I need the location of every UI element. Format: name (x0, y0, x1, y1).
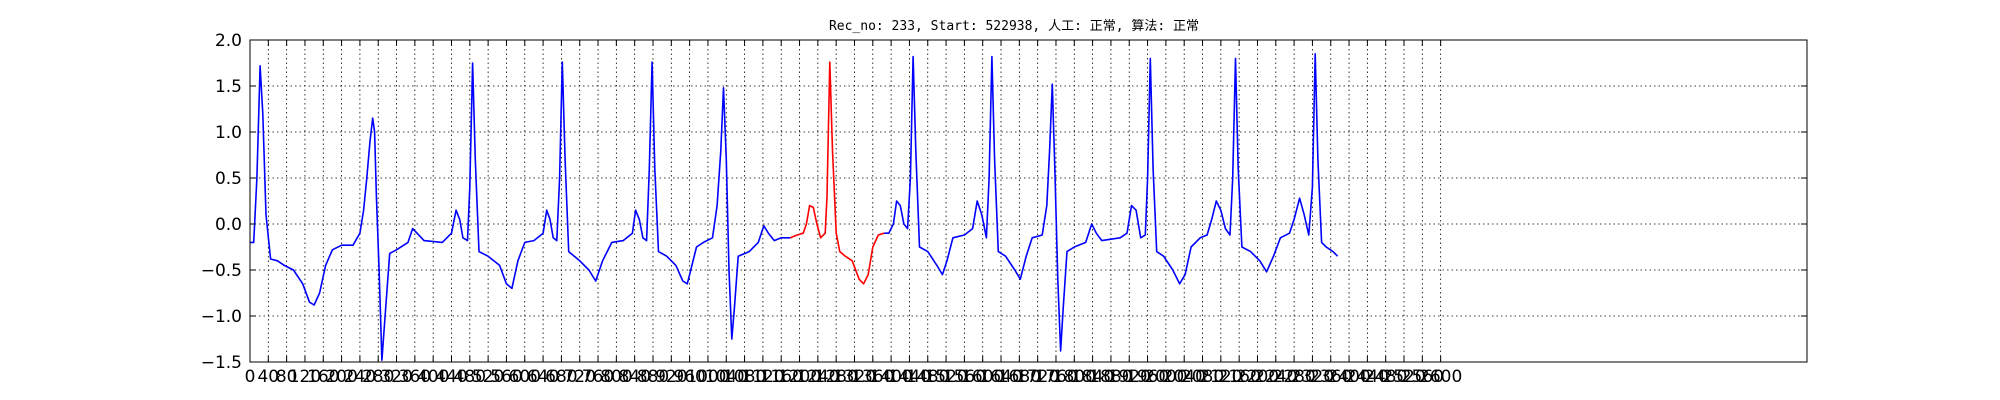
x-tick-label: 1720 (1016, 367, 1059, 387)
x-tick-label: 160 (307, 367, 339, 387)
x-tick-label: 1520 (924, 367, 967, 387)
x-tick-label: 1480 (906, 367, 949, 387)
x-tick-label: 320 (380, 367, 412, 387)
x-tick-label: 2160 (1218, 367, 1261, 387)
series-line-2 (884, 53, 1339, 352)
series-line-1 (790, 61, 885, 285)
x-tick-label: 1760 (1034, 367, 1077, 387)
y-tick-label: −1.5 (201, 353, 242, 373)
x-tick-label: 1800 (1053, 367, 1096, 387)
x-tick-label: 440 (435, 367, 467, 387)
y-tick-label: −0.5 (201, 261, 242, 281)
x-tick-label: 1440 (888, 367, 931, 387)
x-tick-label: 1400 (869, 367, 912, 387)
x-tick-label: 2600 (1419, 367, 1462, 387)
y-tick-label: 1.0 (215, 123, 242, 143)
grid-lines (249, 39, 1807, 363)
x-tick-label: 280 (362, 367, 394, 387)
x-tick-label: 2560 (1401, 367, 1444, 387)
x-tick-label: 1280 (815, 367, 858, 387)
x-tick-label: 1920 (1108, 367, 1151, 387)
x-tick-label: 680 (545, 367, 577, 387)
y-tick-label: 2.0 (215, 31, 242, 51)
x-tick-label: 1240 (796, 367, 839, 387)
x-tick-label: 2240 (1254, 367, 1297, 387)
x-tick-label: 560 (490, 367, 522, 387)
x-tick-label: 1080 (723, 367, 766, 387)
x-tick-label: 800 (600, 367, 632, 387)
x-tick-label: 2320 (1291, 367, 1334, 387)
x-tick-label: 2040 (1163, 367, 1206, 387)
x-tick-label: 80 (276, 367, 298, 387)
x-tick-label: 1120 (741, 367, 784, 387)
x-tick-label: 1000 (686, 367, 729, 387)
x-tick-label: 2080 (1181, 367, 1224, 387)
x-tick-label: 2480 (1364, 367, 1407, 387)
x-tick-label: 1160 (760, 367, 803, 387)
x-tick-label: 520 (472, 367, 504, 387)
x-tick-label: 1320 (833, 367, 876, 387)
x-tick-label: 2280 (1272, 367, 1315, 387)
y-axis-ticks: −1.5 −1.0 −0.5 0.0 0.5 1.0 1.5 2.0 (201, 31, 1807, 373)
x-tick-label: 760 (582, 367, 614, 387)
x-tick-label: 40 (257, 367, 279, 387)
x-tick-label: 640 (527, 367, 559, 387)
x-tick-label: 360 (399, 367, 431, 387)
x-tick-label: 2120 (1199, 367, 1242, 387)
x-tick-label: 1840 (1071, 367, 1114, 387)
x-tick-label: 2400 (1327, 367, 1370, 387)
x-tick-label: 2520 (1382, 367, 1425, 387)
x-tick-label: 2200 (1236, 367, 1279, 387)
x-tick-label: 0 (245, 367, 256, 387)
series-line-0 (250, 61, 791, 361)
x-tick-label: 1600 (961, 367, 1004, 387)
x-tick-label: 480 (454, 367, 486, 387)
series-group (250, 53, 1339, 361)
x-tick-label: 920 (655, 367, 687, 387)
x-tick-label: 200 (325, 367, 357, 387)
x-tick-label: 2000 (1144, 367, 1187, 387)
x-tick-label: 240 (344, 367, 376, 387)
x-tick-label: 1360 (851, 367, 894, 387)
x-tick-label: 1880 (1089, 367, 1132, 387)
x-tick-label: 720 (563, 367, 595, 387)
x-tick-label: 120 (289, 367, 321, 387)
x-tick-label: 2360 (1309, 367, 1352, 387)
chart-title: Rec_no: 233, Start: 522938, 人工: 正常, 算法: … (829, 19, 1199, 34)
x-tick-label: 880 (637, 367, 669, 387)
y-tick-label: −1.0 (201, 307, 242, 327)
x-tick-label: 960 (673, 367, 705, 387)
x-tick-label: 400 (417, 367, 449, 387)
x-tick-label: 1200 (778, 367, 821, 387)
y-tick-label: 0.5 (215, 169, 242, 189)
x-tick-label: 1040 (705, 367, 748, 387)
x-tick-label: 1560 (943, 367, 986, 387)
x-tick-label: 1680 (998, 367, 1041, 387)
y-tick-label: 0.0 (215, 215, 242, 235)
plot-frame (249, 39, 1808, 363)
x-tick-label: 840 (618, 367, 650, 387)
x-tick-label: 1960 (1126, 367, 1169, 387)
x-tick-label: 600 (509, 367, 541, 387)
x-tick-label: 2440 (1346, 367, 1389, 387)
x-axis-ticks: 0 408012016020024028032036040044048052056… (245, 40, 1462, 387)
x-tick-label: 1640 (979, 367, 1022, 387)
y-tick-label: 1.5 (215, 77, 242, 97)
